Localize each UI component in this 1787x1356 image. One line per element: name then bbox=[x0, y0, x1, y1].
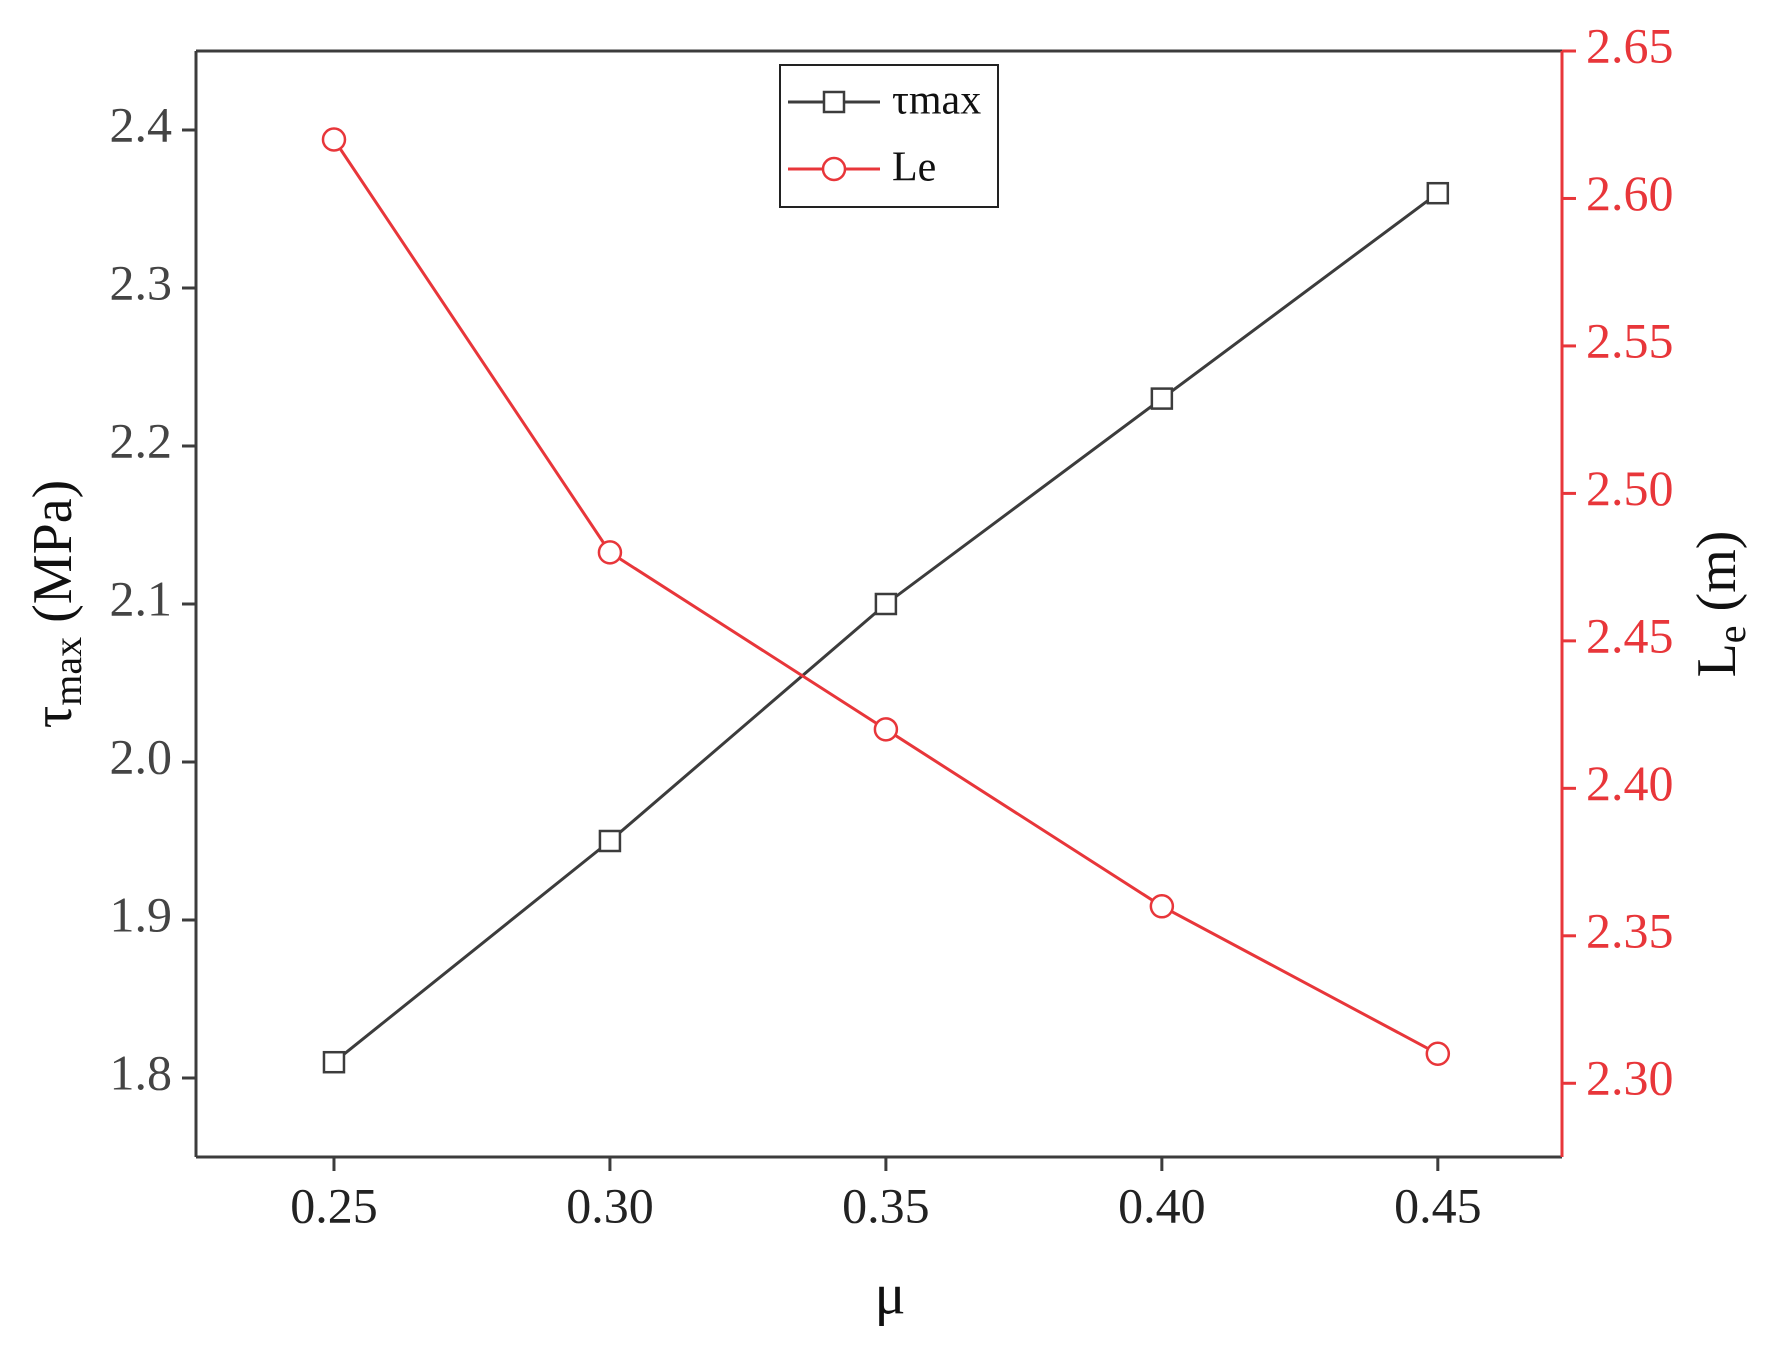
y-label-sub: max bbox=[45, 637, 90, 706]
y2-tick-label: 2.55 bbox=[1586, 312, 1674, 368]
legend-marker bbox=[822, 90, 846, 114]
y2-tick-label: 2.35 bbox=[1586, 902, 1674, 958]
marker bbox=[1150, 387, 1174, 410]
x-tick-label: 0.45 bbox=[1394, 1177, 1482, 1233]
legend-box bbox=[779, 64, 999, 208]
marker bbox=[322, 1050, 346, 1074]
y2-axis-label: Le (m) bbox=[1686, 531, 1754, 678]
y2-label-unit: (m) bbox=[1686, 531, 1748, 626]
marker bbox=[1425, 1041, 1451, 1067]
series-line bbox=[333, 191, 1439, 1064]
x-tick-label: 0.35 bbox=[842, 1177, 930, 1233]
x-tick-label: 0.30 bbox=[566, 1177, 654, 1233]
y2-label-main: L bbox=[1686, 643, 1748, 677]
y-tick-label: 2.1 bbox=[110, 570, 173, 626]
marker bbox=[874, 592, 898, 616]
x-tick-label: 0.25 bbox=[290, 1177, 378, 1233]
marker bbox=[321, 127, 347, 152]
y2-label-sub: e bbox=[1709, 625, 1754, 643]
y-tick-label: 1.8 bbox=[110, 1044, 173, 1100]
y2-tick-label: 2.65 bbox=[1586, 17, 1674, 73]
y-label-main: τ bbox=[22, 706, 84, 729]
marker bbox=[598, 829, 622, 853]
y2-tick-label: 2.40 bbox=[1586, 755, 1674, 811]
y-tick-label: 2.2 bbox=[110, 412, 173, 468]
marker bbox=[597, 540, 623, 565]
y2-tick-label: 2.30 bbox=[1586, 1050, 1674, 1106]
marker bbox=[1149, 894, 1175, 919]
y2-tick-label: 2.60 bbox=[1586, 165, 1674, 221]
legend-marker bbox=[821, 156, 847, 182]
y2-tick-label: 2.50 bbox=[1586, 460, 1674, 516]
y-axis-label: τmax (MPa) bbox=[22, 480, 90, 728]
y-label-unit: (MPa) bbox=[22, 480, 84, 637]
marker bbox=[873, 717, 899, 742]
legend-label: τmax bbox=[892, 78, 981, 124]
legend-label: Le bbox=[892, 145, 936, 191]
marker bbox=[1426, 181, 1450, 205]
y-tick-label: 2.0 bbox=[110, 728, 173, 784]
x-tick-label: 0.40 bbox=[1118, 1177, 1206, 1233]
y-tick-label: 2.4 bbox=[110, 96, 173, 152]
y2-tick-label: 2.45 bbox=[1586, 607, 1674, 663]
x-axis-label: μ bbox=[874, 1261, 905, 1326]
y-tick-label: 1.9 bbox=[110, 886, 173, 942]
y-tick-label: 2.3 bbox=[110, 254, 173, 310]
